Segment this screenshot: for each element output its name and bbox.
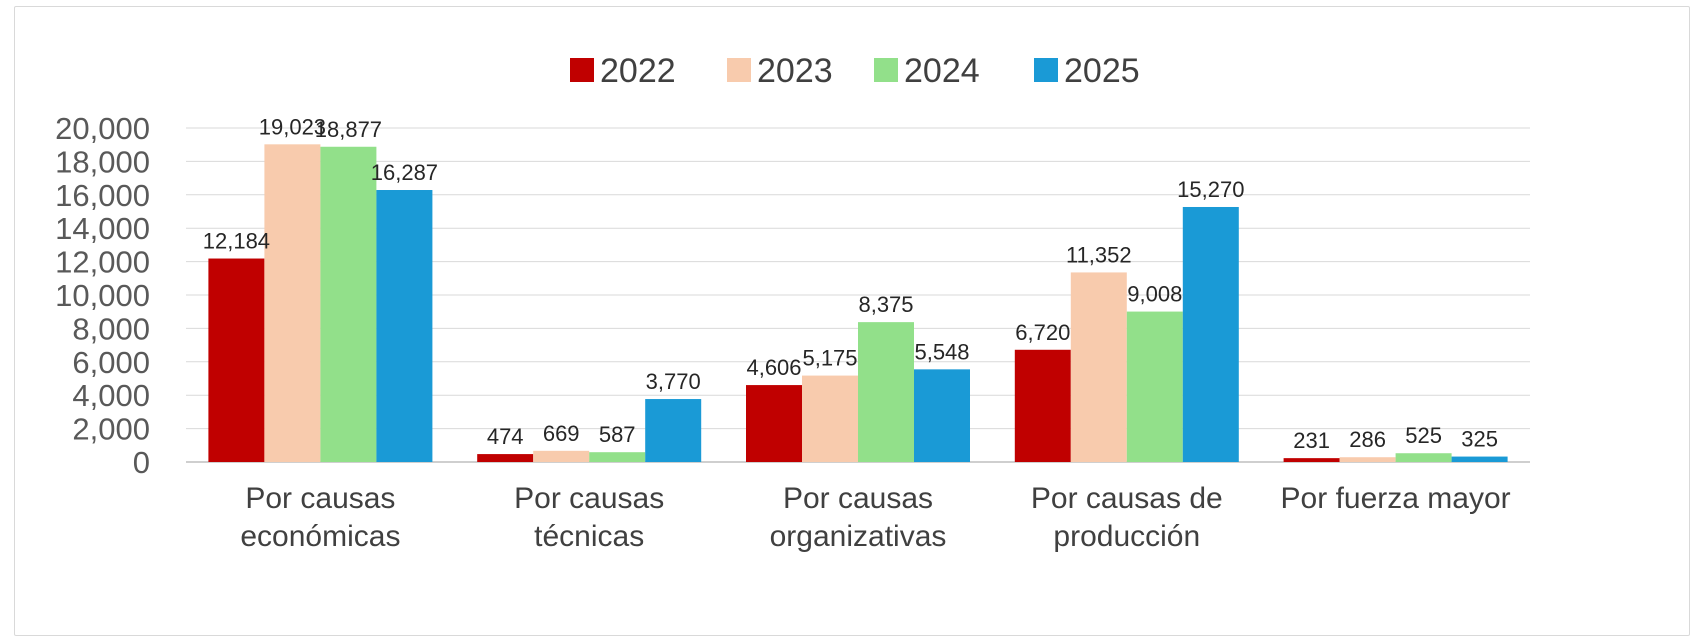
bar [1283, 458, 1340, 462]
x-tick-label-line: Por causas [783, 482, 933, 515]
data-label: 18,877 [315, 117, 382, 142]
data-labels: 12,184 474 4,606 6,720 231 19,023 669 5,175 11,3… [203, 114, 1498, 453]
data-label: 5,175 [802, 346, 857, 371]
y-tick-label: 8,000 [72, 311, 150, 346]
legend-label: 2024 [904, 52, 980, 90]
legend-label: 2025 [1064, 52, 1140, 90]
data-label: 19,023 [259, 114, 326, 139]
data-label: 286 [1349, 427, 1386, 452]
y-tick-label: 14,000 [55, 211, 150, 246]
bar [1395, 453, 1452, 462]
data-label: 9,008 [1127, 282, 1182, 307]
data-label: 325 [1461, 427, 1498, 452]
x-tick-label-line: económicas [240, 520, 400, 553]
bar [320, 146, 377, 463]
y-tick-label: 10,000 [55, 278, 150, 313]
data-label: 16,287 [371, 160, 438, 185]
bar [477, 454, 534, 462]
data-label: 231 [1293, 428, 1330, 453]
data-label: 12,184 [203, 229, 270, 254]
data-label: 5,548 [914, 339, 969, 364]
y-tick-label: 4,000 [72, 378, 150, 413]
legend-swatch [1034, 58, 1058, 82]
bar [802, 375, 858, 462]
bar [914, 369, 970, 462]
legend-label: 2022 [600, 52, 676, 90]
x-tick-label-line: técnicas [534, 520, 644, 553]
y-tick-label: 18,000 [55, 144, 150, 179]
bar [1451, 456, 1508, 462]
y-axis: 02,0004,0006,0008,00010,00012,00014,0001… [55, 111, 150, 480]
y-tick-label: 16,000 [55, 178, 150, 213]
bars [208, 144, 1508, 463]
data-label: 15,270 [1177, 177, 1244, 202]
bar [1182, 206, 1239, 462]
data-label: 525 [1405, 423, 1442, 448]
bar [746, 385, 802, 462]
x-tick-label: Por causas de producción [1031, 482, 1223, 553]
bar [1339, 457, 1396, 462]
bar [376, 190, 433, 463]
bar [858, 322, 914, 462]
x-tick-label: Por causas organizativas [770, 482, 947, 553]
legend: 2022 2023 2024 2025 [570, 52, 1140, 90]
data-label: 3,770 [646, 369, 701, 394]
data-label: 4,606 [746, 355, 801, 380]
data-label: 11,352 [1066, 242, 1132, 267]
legend-swatch [570, 58, 594, 82]
bar [589, 452, 646, 462]
data-label: 6,720 [1015, 320, 1070, 345]
data-label: 474 [487, 424, 524, 449]
y-tick-label: 12,000 [55, 245, 150, 280]
bar [1070, 272, 1127, 462]
bar [264, 144, 321, 462]
bar [208, 258, 265, 462]
bar [533, 450, 590, 462]
y-tick-label: 2,000 [72, 412, 150, 447]
bar [1014, 349, 1071, 462]
legend-swatch [727, 58, 751, 82]
x-tick-label: Por causas económicas [240, 482, 400, 553]
bar [645, 399, 702, 462]
x-tick-label-line: Por causas de [1031, 482, 1223, 515]
x-tick-label-line: Por fuerza mayor [1281, 482, 1511, 515]
x-tick-label-line: organizativas [770, 520, 947, 553]
x-tick-label-line: Por causas [514, 482, 664, 515]
x-tick-label: Por fuerza mayor [1281, 482, 1511, 515]
y-tick-label: 6,000 [72, 345, 150, 380]
data-label: 669 [543, 421, 580, 446]
legend-label: 2023 [757, 52, 833, 90]
data-label: 587 [599, 422, 636, 447]
x-tick-label-line: Por causas [245, 482, 395, 515]
legend-swatch [874, 58, 898, 82]
data-label: 8,375 [858, 292, 913, 317]
x-tick-label-line: producción [1053, 520, 1200, 553]
bar [1126, 311, 1183, 462]
x-tick-label: Por causas técnicas [514, 482, 664, 553]
y-tick-label: 0 [133, 445, 150, 480]
y-tick-label: 20,000 [55, 111, 150, 146]
